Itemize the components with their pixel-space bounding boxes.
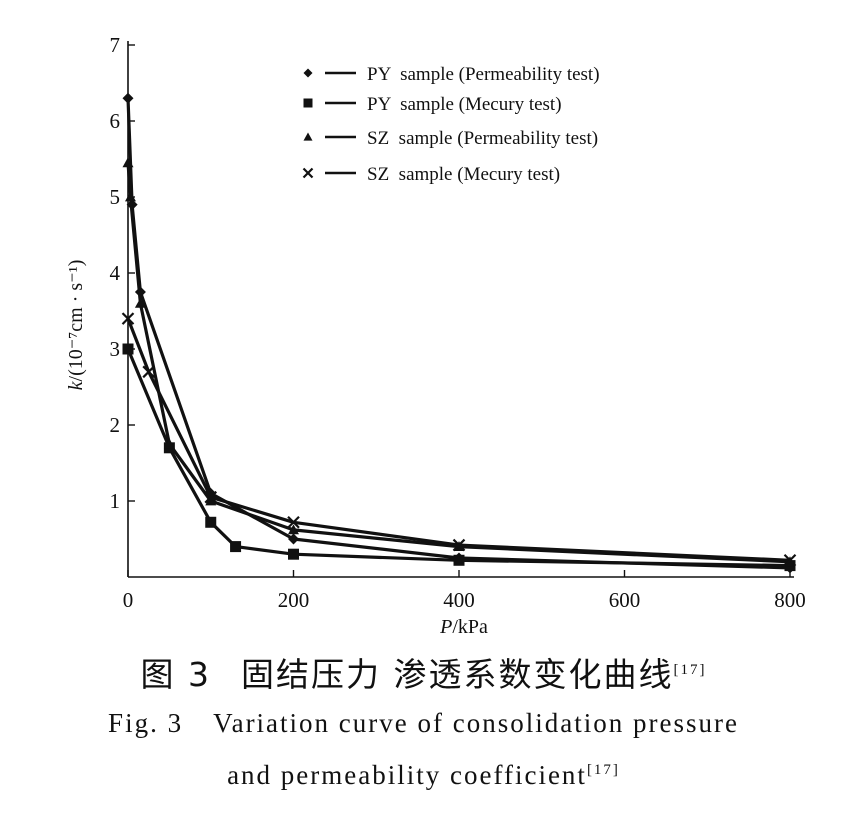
caption-en-text-1: Variation curve of consolidation pressur…: [213, 708, 739, 738]
point-triangle: [124, 191, 136, 202]
series-layer: [121, 92, 797, 574]
caption-cn-text: 固结压力 渗透系数变化曲线: [241, 655, 674, 694]
y-axis-title: k/(10⁻⁷cm · s⁻¹): [65, 260, 87, 391]
x-tick-label: 600: [609, 588, 641, 612]
axes: [127, 41, 794, 578]
legend-item: SZ sample (Mecury test): [302, 164, 560, 185]
y-tick-label: 6: [110, 109, 121, 133]
legend-item: SZ sample (Permeability test): [303, 128, 598, 149]
point-triangle: [303, 132, 313, 141]
point-square: [288, 548, 299, 560]
point-triangle: [163, 438, 175, 449]
y-tick-label: 7: [110, 33, 121, 57]
y-axis-title-unit: /(10⁻⁷cm · s⁻¹): [65, 260, 87, 382]
point-square: [303, 98, 313, 108]
point-square: [122, 343, 134, 355]
series-triangle: [122, 157, 796, 567]
legend-label: SZ sample (Mecury test): [367, 164, 560, 185]
y-axis-title-symbol: k: [65, 380, 87, 390]
x-axis-title-symbol: P: [439, 616, 452, 638]
x-axis-title: P/kPa: [439, 616, 488, 638]
y-tick-label: 4: [110, 261, 121, 285]
point-square: [230, 541, 242, 553]
caption-en-label: Fig. 3: [108, 708, 184, 738]
point-square: [205, 516, 217, 528]
x-tick-label: 400: [443, 588, 475, 612]
point-diamond: [303, 68, 313, 78]
legend-label: PY sample (Mecury test): [367, 94, 562, 115]
series-line: [126, 161, 792, 564]
caption-en-text-2: and permeability coefficient: [227, 760, 587, 790]
y-tick-label: 5: [110, 185, 121, 209]
caption-english-line2: and permeability coefficient[17]: [0, 760, 847, 791]
caption-english-line1: Fig. 3 Variation curve of consolidation p…: [0, 708, 847, 739]
caption-chinese: 图 3 固结压力 渗透系数变化曲线[17]: [0, 648, 847, 696]
point-triangle: [205, 495, 217, 506]
point-cross: [204, 490, 218, 504]
point-diamond: [122, 92, 134, 104]
chart: 1 2 3 4 5 6 7 0 200 400 600 800 PY sample (Permeabi…: [65, 33, 806, 638]
series-line: [126, 347, 792, 568]
legend-item: PY sample (Permeability test): [303, 64, 600, 85]
caption-cn-label: 图 3: [140, 655, 211, 694]
series-square: [122, 343, 796, 572]
point-cross: [783, 554, 797, 567]
point-square: [453, 554, 465, 566]
point-cross: [452, 538, 466, 552]
point-triangle: [288, 524, 299, 535]
x-axis-title-unit: /kPa: [452, 616, 488, 638]
x-tick-label: 800: [774, 588, 806, 612]
point-diamond: [288, 533, 299, 545]
legend-item: PY sample (Mecury test): [303, 94, 562, 115]
series-line: [126, 317, 792, 562]
series-cross: [121, 312, 797, 567]
point-cross: [302, 167, 314, 179]
caption-en-ref: [17]: [586, 762, 620, 778]
x-tick-label: 0: [123, 588, 134, 612]
x-tick-label: 200: [278, 588, 310, 612]
point-triangle: [122, 157, 134, 168]
point-cross: [142, 365, 155, 379]
legend: PY sample (Permeability test) PY sample (…: [302, 64, 600, 185]
caption-cn-ref: [17]: [673, 662, 707, 678]
y-tick-label: 3: [110, 337, 121, 361]
ticks: 1 2 3 4 5 6 7 0 200 400 600 800: [110, 33, 806, 612]
point-cross: [287, 516, 300, 529]
legend-label: SZ sample (Permeability test): [367, 128, 598, 149]
point-triangle: [134, 297, 146, 308]
y-tick-label: 1: [110, 489, 121, 513]
legend-label: PY sample (Permeability test): [367, 64, 600, 85]
y-tick-label: 2: [110, 413, 121, 437]
point-cross: [121, 312, 135, 325]
